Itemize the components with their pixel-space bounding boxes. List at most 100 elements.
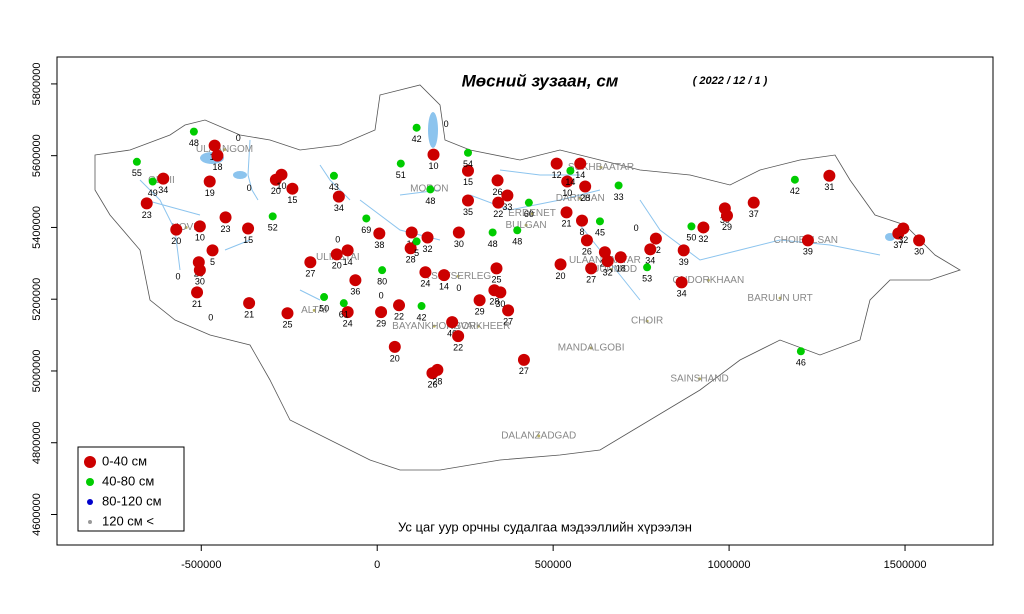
station-point: [823, 169, 836, 182]
depth-label: 0: [247, 183, 252, 193]
place-marker: [432, 324, 436, 328]
subtitle: ( 2022 / 12 / 1 ): [693, 75, 768, 87]
depth-label: 48: [189, 138, 199, 148]
place-label: ONDORKHAAN: [672, 275, 744, 286]
depth-label: 33: [502, 202, 512, 212]
place-label: BARUUN URT: [747, 293, 812, 304]
depth-label: 52: [268, 223, 278, 233]
place-marker: [530, 211, 534, 215]
station-point: [203, 175, 216, 188]
station-point: [427, 148, 440, 161]
depth-label: 53: [642, 274, 652, 284]
station-point: [517, 353, 530, 366]
depth-label: 37: [893, 240, 903, 250]
depth-label: 60: [524, 209, 534, 219]
y-tick-label: 5000000: [31, 350, 43, 393]
depth-label: 14: [439, 282, 449, 292]
depth-label: 31: [824, 182, 834, 192]
station-point: [595, 217, 604, 226]
station-point: [488, 228, 497, 237]
station-point: [286, 182, 299, 195]
station-point: [332, 190, 345, 203]
depth-label: 26: [427, 379, 437, 389]
place-marker: [599, 166, 603, 170]
station-point: [796, 347, 805, 356]
depth-label: 24: [420, 279, 430, 289]
station-point: [341, 244, 354, 257]
place-marker: [524, 223, 528, 227]
station-point: [554, 258, 567, 271]
place-marker: [645, 319, 649, 323]
station-point: [463, 148, 472, 157]
depth-label: 46: [796, 358, 806, 368]
depth-label: 34: [334, 203, 344, 213]
plot-frame: [56, 56, 994, 546]
y-tick-label: 5200000: [31, 278, 43, 321]
depth-label: 22: [493, 209, 503, 219]
place-label: BAYANKHONGOR: [392, 321, 476, 332]
depth-label: 0: [176, 272, 181, 282]
y-tick-label: 4800000: [31, 421, 43, 464]
depth-label: 20: [171, 236, 181, 246]
place-label: ALTAI: [301, 305, 327, 316]
depth-label: 55: [132, 168, 142, 178]
place-label: DALANZADGAD: [501, 431, 576, 442]
depth-label: 40: [447, 329, 457, 339]
station-point: [461, 194, 474, 207]
depth-label: 34: [677, 289, 687, 299]
station-point: [561, 175, 574, 188]
depth-label: 54: [463, 159, 473, 169]
station-point: [897, 222, 910, 235]
station-point: [243, 297, 256, 310]
station-point: [461, 164, 474, 177]
depth-label: 28: [406, 255, 416, 265]
legend-marker: [84, 456, 96, 468]
depth-label: 10: [562, 188, 572, 198]
place-marker: [184, 225, 188, 229]
station-point: [405, 226, 418, 239]
station-point: [412, 237, 421, 246]
depth-label: 26: [582, 247, 592, 257]
place-label: SAINSHAND: [670, 374, 728, 385]
depth-label: 21: [562, 219, 572, 229]
depth-label: 49: [148, 188, 158, 198]
station-point: [452, 226, 465, 239]
depth-label: 15: [463, 177, 473, 187]
depth-label: 23: [221, 224, 231, 234]
station-point: [431, 363, 444, 376]
depth-label: 50: [319, 303, 329, 313]
place-marker: [698, 377, 702, 381]
depth-label: 61: [339, 310, 349, 320]
legend-label: 120 см <: [102, 513, 154, 528]
depth-label: 25: [491, 275, 501, 285]
place-marker: [456, 274, 460, 278]
station-point: [211, 149, 224, 162]
station-point: [501, 189, 514, 202]
x-tick-label: 0: [374, 559, 380, 571]
station-point: [373, 227, 386, 240]
place-label: CHOIR: [631, 316, 663, 327]
station-point: [649, 232, 662, 245]
station-point: [421, 231, 434, 244]
station-point: [438, 269, 451, 282]
place-marker: [778, 296, 782, 300]
depth-label: 0: [456, 283, 461, 293]
legend-label: 40-80 см: [102, 473, 154, 488]
depth-label: 39: [803, 247, 813, 257]
depth-label: 51: [396, 170, 406, 180]
depth-label: 42: [790, 186, 800, 196]
station-point: [304, 256, 317, 269]
place-marker: [610, 267, 614, 271]
station-point: [193, 220, 206, 233]
station-point: [560, 206, 573, 219]
depth-label: 22: [453, 343, 463, 353]
station-point: [580, 234, 593, 247]
depth-label: 10: [429, 161, 439, 171]
depth-label: 5: [414, 248, 419, 258]
depth-label: 27: [503, 317, 513, 327]
station-point: [513, 226, 522, 235]
station-point: [281, 307, 294, 320]
station-point: [452, 330, 465, 343]
station-point: [419, 266, 432, 279]
